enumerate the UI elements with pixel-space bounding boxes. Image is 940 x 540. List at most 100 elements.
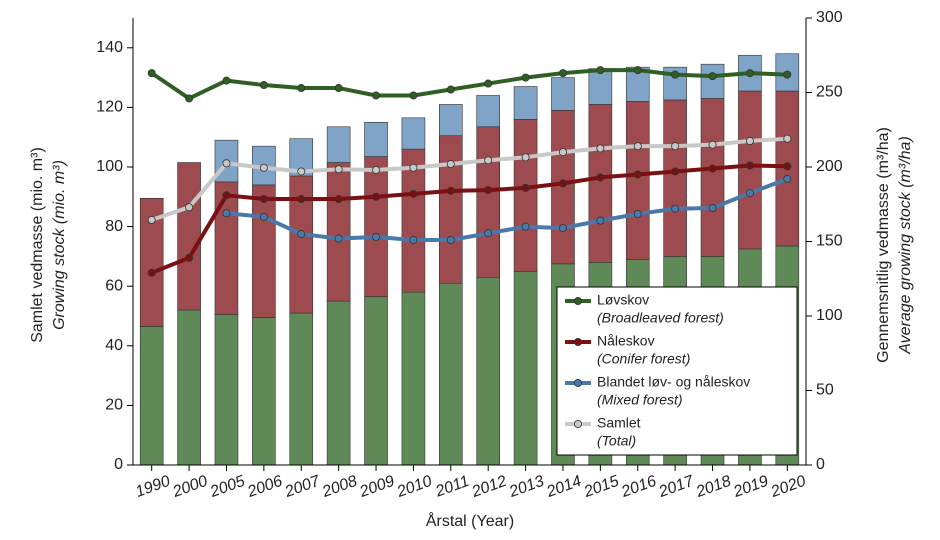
x-tick-label: 2019 [731, 473, 771, 502]
marker [745, 136, 754, 145]
marker [409, 236, 418, 245]
bar-segment [513, 119, 538, 272]
marker [409, 91, 418, 100]
marker [671, 167, 680, 176]
x-tick-label: 2008 [319, 473, 359, 502]
marker [521, 73, 530, 82]
line [226, 177, 789, 243]
bar-segment [700, 63, 725, 99]
y2-axis-title: Gennemsnitlig vedmasse (m³/ha) [875, 127, 892, 363]
bar-segment [252, 317, 276, 466]
marker [558, 179, 567, 188]
y-tick-label: 120 [96, 99, 123, 116]
marker [259, 163, 268, 172]
marker [372, 192, 381, 201]
bar-segment [513, 86, 538, 120]
marker [633, 142, 642, 151]
bar-segment [364, 156, 388, 297]
bar-segment [289, 312, 314, 466]
legend-marker [574, 419, 583, 428]
marker [222, 191, 231, 200]
legend-label: Blandet løv- og nåleskov [597, 374, 750, 390]
marker [446, 186, 455, 195]
bar-segment [326, 126, 351, 163]
marker [745, 189, 754, 198]
marker [446, 160, 455, 169]
marker [334, 195, 343, 204]
marker [708, 203, 717, 212]
bar-segment [364, 122, 388, 157]
marker [783, 174, 792, 183]
marker [259, 81, 268, 90]
bar-segment [364, 296, 388, 466]
x-tick-label: 2017 [656, 472, 697, 501]
marker [222, 76, 231, 85]
legend-label-en: (Conifer forest) [597, 351, 690, 367]
marker [633, 66, 642, 75]
marker [783, 70, 792, 79]
x-tick-label: 2010 [394, 473, 434, 502]
marker [783, 162, 792, 171]
y-tick-label: 80 [105, 218, 123, 235]
marker [334, 234, 343, 243]
marker [708, 140, 717, 149]
x-tick-label: 2015 [581, 473, 621, 502]
y2-axis-title-en: Average growing stock (m³/ha) [897, 136, 914, 355]
y-tick-label: 20 [105, 397, 123, 414]
marker [446, 85, 455, 94]
bar-segment [738, 90, 762, 250]
marker [708, 72, 717, 81]
bar-segment [326, 300, 351, 466]
marker [372, 165, 381, 174]
marker [334, 165, 343, 174]
line [150, 68, 788, 101]
bar-segment [663, 99, 687, 257]
x-tick-label: 2014 [544, 473, 584, 502]
marker [596, 216, 605, 225]
x-tick-label: 2016 [618, 473, 658, 502]
marker [521, 153, 530, 162]
marker [222, 159, 231, 168]
bar-segment [326, 162, 351, 302]
bar-segment [476, 126, 500, 278]
bar-segment [401, 117, 426, 150]
legend-label: Nåleskov [597, 333, 655, 349]
bar-segment [214, 181, 239, 315]
marker [783, 134, 792, 143]
bar-segment [139, 197, 164, 327]
bar-segment [252, 184, 276, 318]
x-tick-label: 2005 [207, 473, 247, 502]
x-tick-label: 1990 [133, 473, 172, 501]
legend-marker [574, 296, 583, 305]
marker [185, 94, 194, 103]
marker [633, 170, 642, 179]
marker [409, 189, 418, 198]
marker [671, 70, 680, 79]
bar-segment [588, 104, 613, 263]
bar-segment [439, 282, 463, 466]
x-tick-label: 2018 [693, 473, 733, 502]
y2-tick-label: 250 [816, 84, 843, 101]
x-axis-title: Årstal (Year) [426, 511, 514, 530]
bar-segment [439, 135, 463, 284]
y2-tick-label: 0 [816, 456, 825, 473]
marker [708, 164, 717, 173]
line [151, 136, 788, 222]
legend-box [556, 286, 798, 456]
marker [671, 142, 680, 151]
marker [521, 183, 530, 192]
marker [372, 91, 381, 100]
legend-label-en: (Mixed forest) [597, 392, 683, 408]
marker [185, 253, 194, 262]
marker [297, 230, 306, 239]
x-tick-label: 2009 [357, 473, 397, 502]
marker [745, 161, 754, 170]
marker [484, 229, 493, 238]
marker [372, 233, 381, 242]
marker [147, 69, 156, 78]
legend-marker [574, 378, 583, 387]
bar-segment [177, 162, 201, 311]
bar-segment [177, 309, 201, 466]
x-tick-label: 2011 [433, 473, 472, 501]
y2-tick-label: 300 [816, 9, 843, 26]
